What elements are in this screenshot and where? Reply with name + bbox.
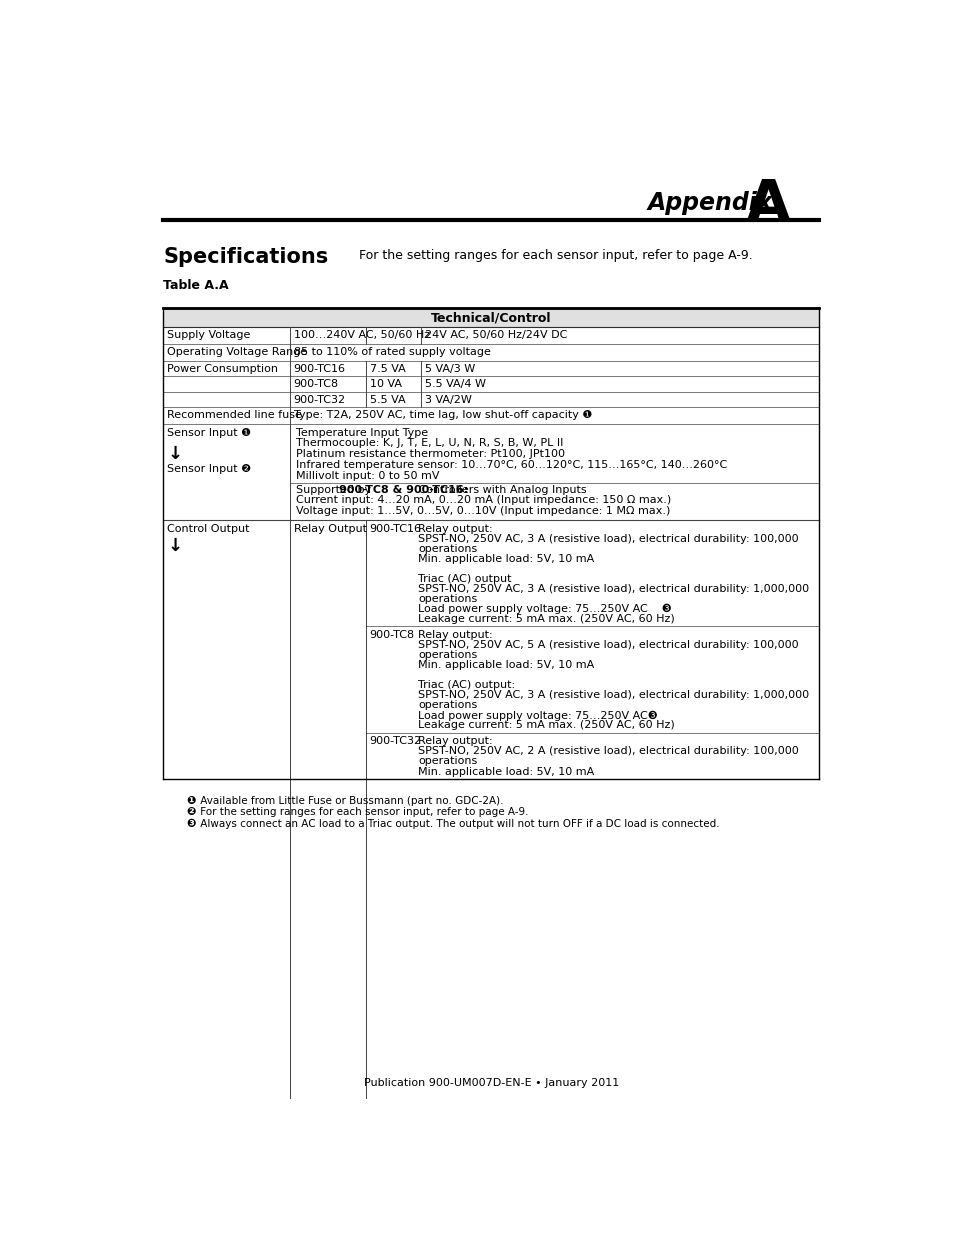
Text: ↓: ↓ bbox=[167, 446, 182, 463]
Text: For the setting ranges for each sensor input, refer to page A-9.: For the setting ranges for each sensor i… bbox=[359, 249, 753, 262]
Text: Min. applicable load: 5V, 10 mA: Min. applicable load: 5V, 10 mA bbox=[418, 555, 594, 564]
Text: 5.5 VA/4 W: 5.5 VA/4 W bbox=[425, 379, 486, 389]
Text: Leakage current: 5 mA max. (250V AC, 60 Hz): Leakage current: 5 mA max. (250V AC, 60 … bbox=[418, 720, 675, 730]
Text: Voltage input: 1…5V, 0…5V, 0…10V (Input impedance: 1 MΩ max.): Voltage input: 1…5V, 0…5V, 0…10V (Input … bbox=[295, 506, 670, 516]
Text: Current input: 4…20 mA, 0…20 mA (Input impedance: 150 Ω max.): Current input: 4…20 mA, 0…20 mA (Input i… bbox=[295, 495, 671, 505]
Text: Thermocouple: K, J, T, E, L, U, N, R, S, B, W, PL II: Thermocouple: K, J, T, E, L, U, N, R, S,… bbox=[295, 438, 562, 448]
Text: Operating Voltage Range: Operating Voltage Range bbox=[167, 347, 307, 357]
Text: Relay output:: Relay output: bbox=[418, 736, 493, 746]
Text: 24V AC, 50/60 Hz/24V DC: 24V AC, 50/60 Hz/24V DC bbox=[425, 330, 567, 340]
Text: 900-TC8: 900-TC8 bbox=[294, 379, 338, 389]
Text: Triac (AC) output: Triac (AC) output bbox=[418, 574, 512, 584]
Text: A: A bbox=[744, 178, 790, 235]
Text: Supply Voltage: Supply Voltage bbox=[167, 330, 251, 340]
Text: ❸: ❸ bbox=[187, 819, 196, 829]
Text: SPST-NO, 250V AC, 3 A (resistive load), electrical durability: 100,000: SPST-NO, 250V AC, 3 A (resistive load), … bbox=[418, 534, 799, 543]
Text: Technical/Control: Technical/Control bbox=[431, 311, 551, 325]
Text: 900-TC8: 900-TC8 bbox=[369, 630, 415, 640]
Text: Available from Little Fuse or Bussmann (part no. GDC-2A).: Available from Little Fuse or Bussmann (… bbox=[196, 795, 503, 805]
Text: Leakage current: 5 mA max. (250V AC, 60 Hz): Leakage current: 5 mA max. (250V AC, 60 … bbox=[418, 614, 675, 624]
Text: Platinum resistance thermometer: Pt100, JPt100: Platinum resistance thermometer: Pt100, … bbox=[295, 450, 564, 459]
Text: Relay output:: Relay output: bbox=[418, 524, 493, 534]
Text: Recommended line fuse: Recommended line fuse bbox=[167, 410, 302, 420]
Text: Controllers with Analog Inputs: Controllers with Analog Inputs bbox=[415, 484, 585, 495]
Text: 900-TC32: 900-TC32 bbox=[369, 736, 421, 746]
Text: 7.5 VA: 7.5 VA bbox=[369, 364, 405, 374]
Text: Type: T2A, 250V AC, time lag, low shut-off capacity ❶: Type: T2A, 250V AC, time lag, low shut-o… bbox=[294, 410, 592, 420]
Text: Infrared temperature sensor: 10…70°C, 60…120°C, 115…165°C, 140…260°C: Infrared temperature sensor: 10…70°C, 60… bbox=[295, 461, 726, 471]
Text: Load power supply voltage: 75…250V AC❸: Load power supply voltage: 75…250V AC❸ bbox=[418, 710, 658, 721]
Text: 85 to 110% of rated supply voltage: 85 to 110% of rated supply voltage bbox=[294, 347, 490, 357]
Text: ❶: ❶ bbox=[187, 795, 196, 805]
Text: Sensor Input ❶: Sensor Input ❶ bbox=[167, 427, 252, 437]
Bar bbox=[163, 309, 819, 327]
Text: 5 VA/3 W: 5 VA/3 W bbox=[425, 364, 476, 374]
Text: Relay Output: Relay Output bbox=[294, 524, 366, 534]
Text: Power Consumption: Power Consumption bbox=[167, 364, 278, 374]
Text: 10 VA: 10 VA bbox=[369, 379, 401, 389]
Text: 100…240V AC, 50/60 Hz: 100…240V AC, 50/60 Hz bbox=[294, 330, 429, 340]
Text: Control Output: Control Output bbox=[167, 524, 250, 534]
Text: operations: operations bbox=[418, 543, 477, 555]
Text: Millivolt input: 0 to 50 mV: Millivolt input: 0 to 50 mV bbox=[295, 471, 439, 480]
Text: Min. applicable load: 5V, 10 mA: Min. applicable load: 5V, 10 mA bbox=[418, 767, 594, 777]
Text: Appendix: Appendix bbox=[647, 190, 772, 215]
Text: For the setting ranges for each sensor input, refer to page A-9.: For the setting ranges for each sensor i… bbox=[196, 808, 528, 818]
Text: SPST-NO, 250V AC, 3 A (resistive load), electrical durability: 1,000,000: SPST-NO, 250V AC, 3 A (resistive load), … bbox=[418, 584, 809, 594]
Text: SPST-NO, 250V AC, 2 A (resistive load), electrical durability: 100,000: SPST-NO, 250V AC, 2 A (resistive load), … bbox=[418, 746, 799, 757]
Text: 900-TC16: 900-TC16 bbox=[369, 524, 421, 534]
Text: Min. applicable load: 5V, 10 mA: Min. applicable load: 5V, 10 mA bbox=[418, 661, 594, 671]
Text: operations: operations bbox=[418, 757, 477, 767]
Text: operations: operations bbox=[418, 651, 477, 661]
Text: operations: operations bbox=[418, 700, 477, 710]
Text: Always connect an AC load to a Triac output. The output will not turn OFF if a D: Always connect an AC load to a Triac out… bbox=[196, 819, 719, 829]
Text: SPST-NO, 250V AC, 5 A (resistive load), electrical durability: 100,000: SPST-NO, 250V AC, 5 A (resistive load), … bbox=[418, 640, 799, 651]
Text: Load power supply voltage: 75…250V AC    ❸: Load power supply voltage: 75…250V AC ❸ bbox=[418, 604, 672, 614]
Text: 900-TC32: 900-TC32 bbox=[294, 395, 345, 405]
Text: operations: operations bbox=[418, 594, 477, 604]
Text: Relay output:: Relay output: bbox=[418, 630, 493, 640]
Text: Triac (AC) output:: Triac (AC) output: bbox=[418, 680, 515, 690]
Text: Publication 900-UM007D-EN-E • January 2011: Publication 900-UM007D-EN-E • January 20… bbox=[363, 1078, 618, 1088]
Text: 900-TC16: 900-TC16 bbox=[294, 364, 345, 374]
Text: ❷: ❷ bbox=[187, 808, 196, 818]
Text: Temperature Input Type: Temperature Input Type bbox=[295, 427, 428, 437]
Text: 5.5 VA: 5.5 VA bbox=[369, 395, 405, 405]
Text: Sensor Input ❷: Sensor Input ❷ bbox=[167, 464, 252, 474]
Text: Specifications: Specifications bbox=[163, 247, 329, 267]
Text: SPST-NO, 250V AC, 3 A (resistive load), electrical durability: 1,000,000: SPST-NO, 250V AC, 3 A (resistive load), … bbox=[418, 690, 809, 700]
Text: Table A.A: Table A.A bbox=[163, 279, 229, 293]
Text: 900-TC8 & 900-TC16:: 900-TC8 & 900-TC16: bbox=[338, 484, 467, 495]
Text: ↓: ↓ bbox=[167, 537, 182, 555]
Text: Supported by: Supported by bbox=[295, 484, 375, 495]
Text: 3 VA/2W: 3 VA/2W bbox=[425, 395, 472, 405]
